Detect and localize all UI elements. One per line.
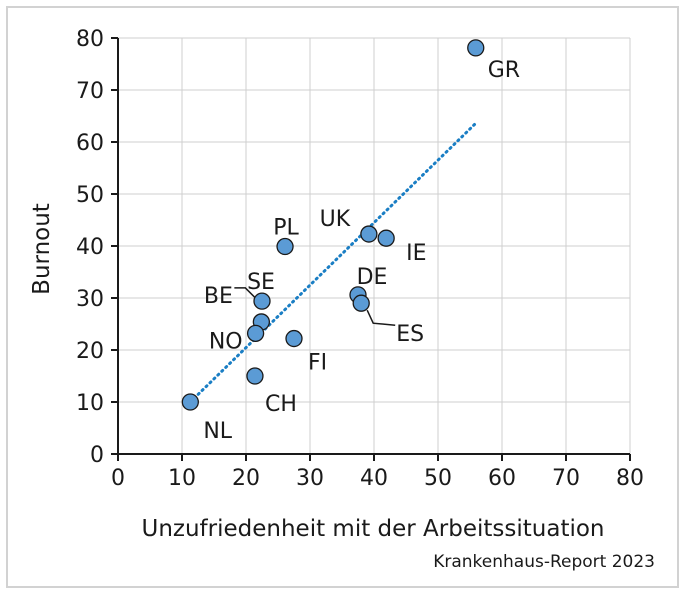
point-label-es: ES <box>396 322 424 347</box>
y-tick-label: 70 <box>76 79 104 104</box>
point-label-fi: FI <box>308 351 327 376</box>
y-tick-label: 80 <box>76 27 104 52</box>
data-point-gr <box>467 39 485 57</box>
point-label-be: BE <box>204 284 233 309</box>
y-axis-label: Burnout <box>29 203 55 295</box>
x-tick-label: 0 <box>111 466 125 491</box>
point-label-no: NO <box>209 329 243 354</box>
data-point-fi <box>285 329 303 348</box>
y-tick-label: 30 <box>76 287 104 312</box>
point-label-de: DE <box>357 265 388 290</box>
tick-labels: 0 10 20 30 40 50 60 70 80 0 10 20 30 40 50 60 70 80 <box>76 27 644 491</box>
y-tick-label: 10 <box>76 391 104 416</box>
point-label-se: SE <box>247 270 275 295</box>
data-point-ch <box>246 367 264 385</box>
point-label-uk: UK <box>320 207 351 232</box>
y-tick-label: 60 <box>76 131 104 156</box>
data-point-es <box>352 294 370 312</box>
grid <box>118 37 631 454</box>
x-tick-label: 80 <box>616 466 644 491</box>
x-tick-label: 50 <box>424 466 452 491</box>
x-tick-label: 60 <box>488 466 516 491</box>
x-tick-label: 70 <box>552 466 580 491</box>
scatter-chart: 0 10 20 30 40 50 60 70 80 0 10 20 30 40 50 60 70 80 GR UK I… <box>29 27 644 542</box>
trendline <box>188 121 478 404</box>
leader-line-be <box>234 287 259 302</box>
leader-lines <box>234 287 396 326</box>
point-label-nl: NL <box>203 419 232 444</box>
data-points <box>181 39 485 411</box>
data-point-uk <box>360 225 378 243</box>
x-tick-label: 10 <box>168 466 196 491</box>
x-tick-label: 40 <box>360 466 388 491</box>
data-point-ie <box>377 229 395 247</box>
y-tick-label: 20 <box>76 339 104 364</box>
leader-line-es <box>366 309 396 326</box>
y-tick-label: 40 <box>76 235 104 260</box>
point-labels: GR UK IE PL DE ES SE BE NO FI CH NL <box>203 58 520 444</box>
source-note: Krankenhaus-Report 2023 <box>433 552 655 572</box>
data-point-se <box>253 292 271 310</box>
point-label-pl: PL <box>273 216 299 241</box>
x-tick-label: 20 <box>232 466 260 491</box>
data-point-nl <box>181 393 199 411</box>
point-label-gr: GR <box>488 58 520 83</box>
trendline-segment <box>188 121 478 404</box>
point-label-ch: CH <box>265 392 297 417</box>
y-tick-label: 50 <box>76 183 104 208</box>
y-tick-label: 0 <box>90 443 104 468</box>
point-label-ie: IE <box>406 241 426 266</box>
chart-frame: 0 10 20 30 40 50 60 70 80 0 10 20 30 40 50 60 70 80 GR UK I… <box>6 6 679 588</box>
axes <box>111 37 631 461</box>
x-tick-label: 30 <box>296 466 324 491</box>
data-point-pl <box>276 237 294 256</box>
x-axis-label: Unzufriedenheit mit der Arbeitssituation <box>141 516 604 542</box>
data-point-no <box>246 324 265 343</box>
